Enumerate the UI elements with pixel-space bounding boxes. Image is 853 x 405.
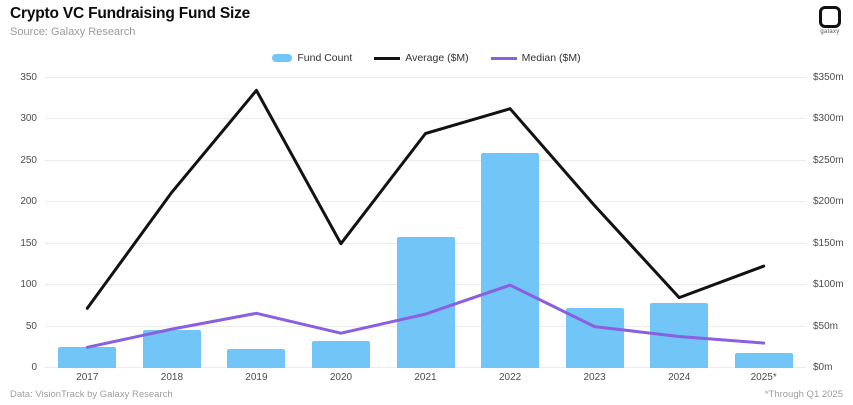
x-axis-label-2024: 2024 <box>668 372 691 383</box>
legend-label-average-m: Average ($M) <box>405 52 469 64</box>
legend-label-fund-count: Fund Count <box>297 52 353 64</box>
legend-item-median-m: Median ($M) <box>490 52 581 64</box>
y-axis-right: $0m $50m $100m $150m $200m $250m $300m $350m <box>813 72 853 373</box>
x-axis-label-2019: 2019 <box>245 372 268 383</box>
bar-series <box>45 78 806 368</box>
galaxy-logo: galaxy <box>815 6 845 35</box>
y-axis-tick-left: 300 <box>20 113 37 125</box>
bar-2019 <box>227 348 286 368</box>
y-axis-tick-left: 150 <box>20 237 37 249</box>
legend-item-average-m: Average ($M) <box>374 52 469 64</box>
y-axis-tick-right: $200m <box>813 196 844 208</box>
bar-2018 <box>142 329 201 368</box>
chart-plot-area <box>45 77 806 368</box>
footer-data-source: Data: VisionTrack by Galaxy Research <box>10 389 173 400</box>
median-m-line <box>85 283 766 349</box>
legend-swatch-fund-count <box>272 54 293 62</box>
y-axis-tick-right: $150m <box>813 237 844 249</box>
y-axis-tick-left: 200 <box>20 196 37 208</box>
chart-legend: Fund Count Average ($M) Median ($M) <box>0 52 853 64</box>
gridline <box>45 160 806 161</box>
y-axis-tick-left: 250 <box>20 154 37 166</box>
galaxy-logo-label: galaxy <box>820 29 840 35</box>
x-axis: 2017 2018 2019 2020 2021 2022 2023 2024 2025* <box>45 372 806 384</box>
x-axis-label-2021: 2021 <box>414 372 437 383</box>
legend-swatch-median-m <box>490 56 517 60</box>
page-title: Crypto VC Fundraising Fund Size <box>10 5 251 22</box>
y-axis-tick-right: $350m <box>813 72 844 83</box>
y-axis-left: 0 50 100 150 200 250 300 350 <box>0 72 37 373</box>
x-axis-label-2017: 2017 <box>76 372 99 383</box>
y-axis-tick-left: 350 <box>20 72 37 83</box>
galaxy-logo-icon <box>819 6 841 28</box>
gridline <box>45 77 806 78</box>
y-axis-tick-right: $100m <box>813 279 844 291</box>
x-axis-label-2018: 2018 <box>160 372 184 383</box>
y-axis-tick-left: 50 <box>25 320 37 332</box>
bar-2022 <box>481 152 540 368</box>
y-axis-tick-right: $0m <box>813 362 833 373</box>
legend-swatch-average-m <box>374 56 401 60</box>
chart-source: Source: Galaxy Research <box>10 26 136 38</box>
x-axis-label-2022: 2022 <box>498 372 522 383</box>
average-m-line <box>85 88 766 310</box>
footer-note: *Through Q1 2025 <box>764 389 843 400</box>
y-axis-tick-left: 100 <box>20 279 37 291</box>
line-series <box>85 88 766 349</box>
bar-2021 <box>396 237 455 368</box>
bar-2017 <box>58 347 117 368</box>
legend-label-median-m: Median ($M) <box>521 52 581 64</box>
x-axis-label-2025: 2025* <box>750 372 777 383</box>
bar-2025 <box>734 353 793 368</box>
y-axis-tick-right: $300m <box>813 113 844 125</box>
gridline <box>45 201 806 202</box>
bar-2020 <box>311 340 370 368</box>
legend-item-fund-count: Fund Count <box>272 52 352 64</box>
y-axis-tick-left: 0 <box>31 362 37 373</box>
gridline <box>45 118 806 119</box>
x-axis-label-2020: 2020 <box>329 372 353 383</box>
x-axis-label-2023: 2023 <box>583 372 606 383</box>
y-axis-tick-right: $250m <box>813 154 844 166</box>
y-axis-tick-right: $50m <box>813 320 839 332</box>
